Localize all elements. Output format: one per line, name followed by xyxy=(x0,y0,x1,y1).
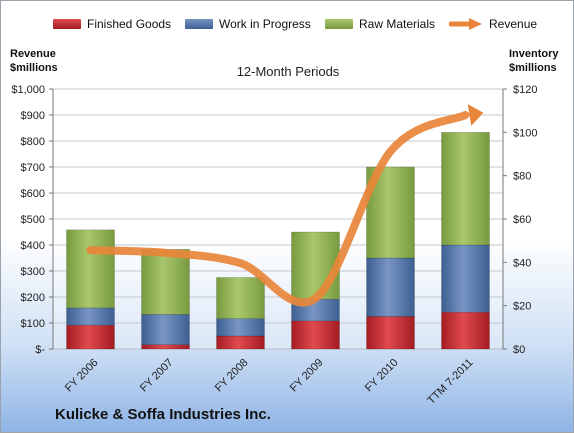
x-tick-label: FY 2010 xyxy=(363,357,401,395)
left-tick-label: $700 xyxy=(21,162,45,174)
bar-work-in-progress xyxy=(442,245,490,312)
left-tick-label: $200 xyxy=(21,292,45,304)
company-name: Kulicke & Soffa Industries Inc. xyxy=(55,406,271,423)
bar-raw-materials xyxy=(292,232,340,299)
bar-raw-materials xyxy=(217,278,265,319)
bar-finished-goods xyxy=(67,325,115,349)
right-tick-label: $0 xyxy=(513,344,525,356)
left-tick-label: $1,000 xyxy=(11,84,45,96)
left-tick-label: $800 xyxy=(21,136,45,148)
left-tick-label: $- xyxy=(35,344,45,356)
bar-finished-goods xyxy=(292,321,340,349)
bar-finished-goods xyxy=(367,317,415,350)
bar-work-in-progress xyxy=(217,319,265,336)
bar-finished-goods xyxy=(442,312,490,349)
right-tick-label: $120 xyxy=(513,84,537,96)
left-tick-label: $300 xyxy=(21,266,45,278)
x-tick-label: FY 2006 xyxy=(63,357,101,395)
x-tick-label: TTM 7-2011 xyxy=(425,357,475,407)
bar-finished-goods xyxy=(217,336,265,349)
bar-finished-goods xyxy=(142,345,190,349)
bar-raw-materials xyxy=(442,132,490,245)
left-tick-label: $500 xyxy=(21,214,45,226)
x-tick-label: FY 2009 xyxy=(288,357,326,395)
right-tick-label: $20 xyxy=(513,301,531,313)
bar-work-in-progress xyxy=(67,308,115,325)
x-tick-label: FY 2008 xyxy=(213,357,251,395)
left-tick-label: $600 xyxy=(21,188,45,200)
x-tick-label: FY 2007 xyxy=(138,357,176,395)
bar-work-in-progress xyxy=(142,314,190,344)
left-tick-label: $900 xyxy=(21,110,45,122)
right-tick-label: $40 xyxy=(513,257,531,269)
left-tick-label: $400 xyxy=(21,240,45,252)
right-tick-label: $60 xyxy=(513,214,531,226)
bar-work-in-progress xyxy=(367,258,415,317)
bar-raw-materials xyxy=(142,249,190,314)
bar-raw-materials xyxy=(67,230,115,308)
right-tick-label: $100 xyxy=(513,127,537,139)
left-tick-label: $100 xyxy=(21,318,45,330)
right-tick-label: $80 xyxy=(513,171,531,183)
